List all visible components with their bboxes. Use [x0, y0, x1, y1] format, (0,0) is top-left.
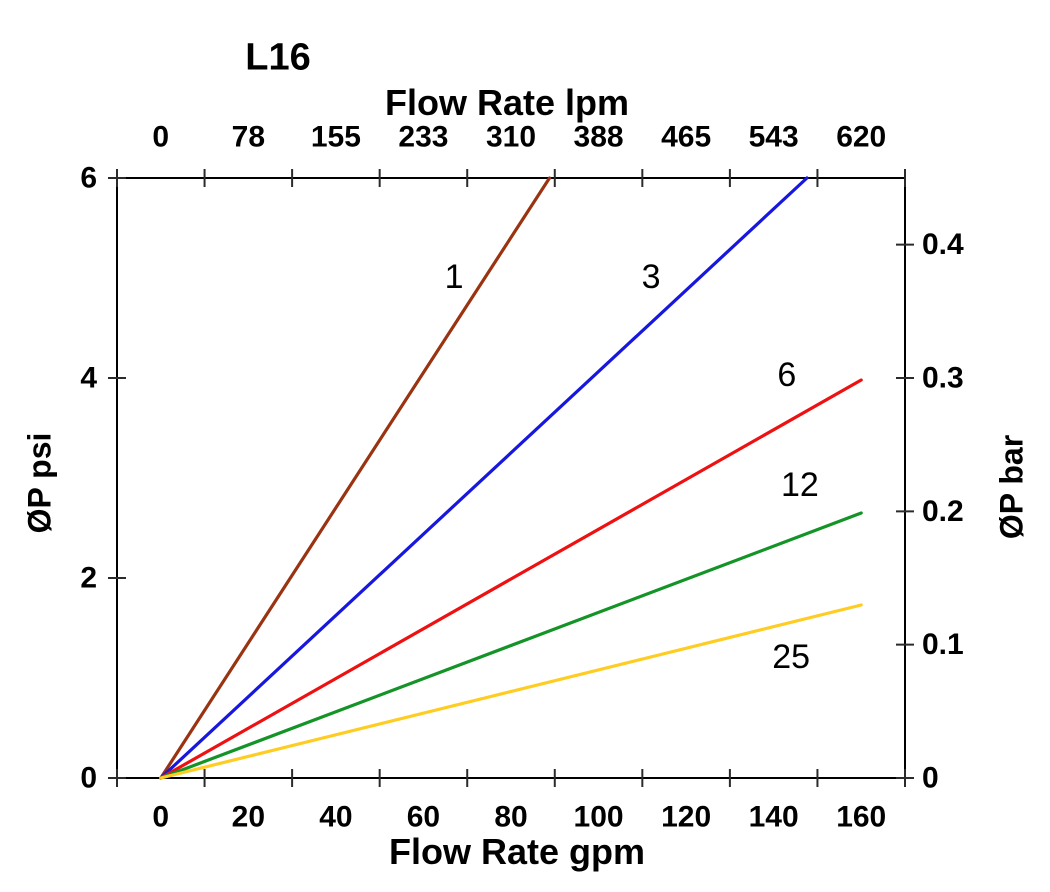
right-tick-label: 0.2: [922, 495, 964, 528]
series-lines: [159, 176, 863, 780]
series-line-6: [159, 378, 863, 780]
top-tick-label: 0: [152, 121, 169, 154]
bottom-tick-label: 20: [232, 801, 265, 834]
top-tick-label: 310: [486, 121, 536, 154]
bottom-tick-label: 0: [152, 801, 169, 834]
axis-ticks: [108, 169, 914, 787]
bottom-axis-title: Flow Rate gpm: [388, 831, 646, 872]
right-tick-label: 0: [922, 762, 939, 795]
series-line-12: [159, 511, 863, 780]
right-tick-label: 0.3: [922, 362, 964, 395]
left-tick-label: 2: [80, 562, 97, 595]
series-label-3: 3: [642, 258, 661, 296]
top-tick-label: 465: [661, 121, 711, 154]
bottom-tick-label: 160: [836, 801, 886, 834]
top-tick-label: 233: [398, 121, 448, 154]
right-tick-label: 0.1: [922, 628, 964, 661]
left-tick-label: 0: [80, 762, 97, 795]
left-tick-label: 4: [80, 362, 97, 395]
series-line-1: [159, 176, 552, 780]
bottom-tick-label: 40: [319, 801, 352, 834]
series-label-12: 12: [781, 466, 819, 504]
top-tick-label: 155: [311, 121, 361, 154]
series-label-25: 25: [772, 638, 810, 676]
bottom-tick-label: 100: [574, 801, 624, 834]
top-tick-label: 388: [574, 121, 624, 154]
plot-frame: [116, 177, 906, 779]
bottom-tick-label: 80: [494, 801, 527, 834]
series-label-6: 6: [777, 356, 796, 394]
top-axis-title: Flow Rate lpm: [384, 82, 630, 123]
series-line-3: [159, 176, 809, 780]
bottom-tick-label: 60: [407, 801, 440, 834]
series-labels: 1 3 6 12 25: [445, 258, 819, 676]
top-tick-label: 543: [749, 121, 799, 154]
top-tick-label: 620: [836, 121, 886, 154]
series-label-1: 1: [445, 258, 464, 296]
bottom-tick-label: 120: [661, 801, 711, 834]
left-tick-label: 6: [80, 162, 97, 195]
top-tick-label: 78: [232, 121, 265, 154]
bottom-tick-label: 140: [749, 801, 799, 834]
series-line-25: [159, 603, 863, 780]
chart-title: L16: [245, 36, 311, 79]
right-tick-label: 0.4: [922, 228, 964, 261]
